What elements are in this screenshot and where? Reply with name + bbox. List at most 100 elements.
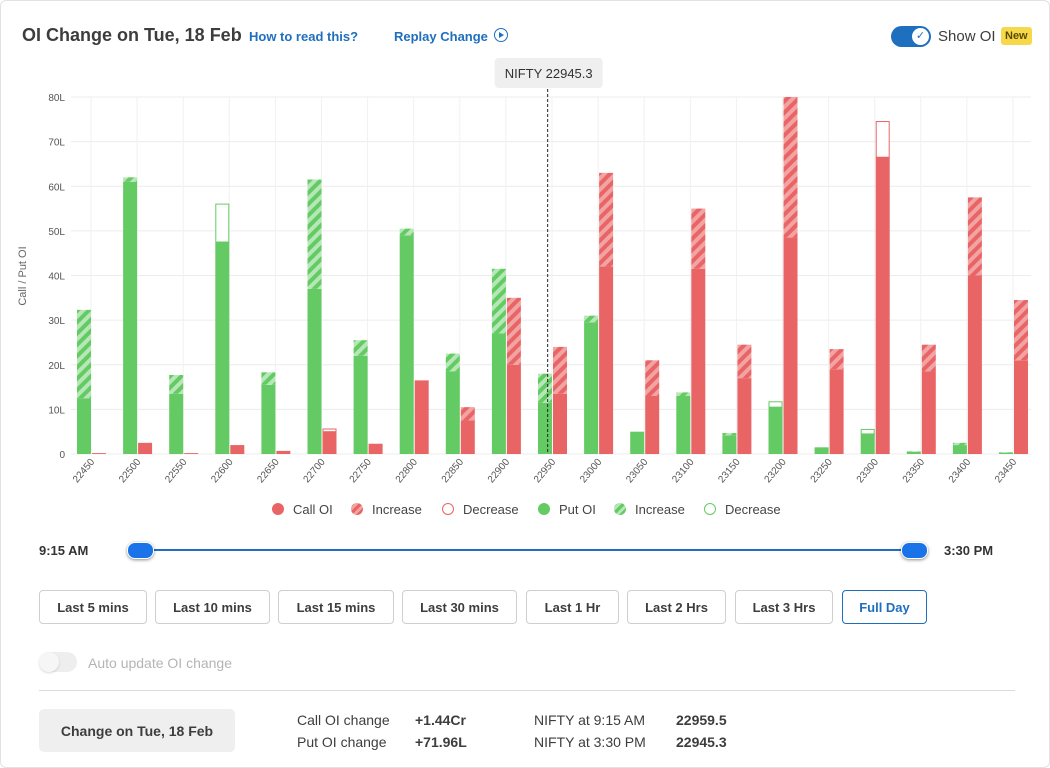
put-oi-bar[interactable] [538, 402, 552, 454]
call-oi-bar[interactable] [506, 364, 521, 454]
x-tick-label: 23200 [762, 457, 789, 486]
put-oi-bar[interactable] [768, 407, 783, 454]
call-increase-bar[interactable] [921, 344, 936, 372]
put-oi-bar[interactable] [77, 398, 91, 454]
put-increase-bar[interactable] [676, 392, 691, 396]
put-oi-bar[interactable] [169, 393, 184, 454]
last-5-mins-button[interactable]: Last 5 mins [39, 590, 147, 624]
put-oi-bar[interactable] [307, 288, 322, 454]
call-increase-bar[interactable] [691, 208, 706, 269]
call-oi-bar[interactable] [737, 378, 752, 454]
put-increase-bar[interactable] [952, 442, 967, 446]
call-oi-bar[interactable] [230, 445, 245, 454]
x-tick-label: 22650 [255, 457, 282, 486]
x-tick-label: 23350 [901, 457, 928, 486]
call-increase-bar[interactable] [783, 97, 798, 238]
put-oi-bar[interactable] [399, 235, 414, 454]
call-oi-bar[interactable] [691, 268, 706, 454]
y-tick-label: 0 [59, 450, 65, 461]
put-increase-bar[interactable] [722, 433, 737, 436]
put-increase-bar[interactable] [123, 177, 138, 182]
put-increase-bar[interactable] [353, 340, 368, 356]
play-circle-icon[interactable] [494, 28, 508, 42]
call-oi-bar[interactable] [460, 420, 475, 454]
call-increase-bar[interactable] [967, 197, 982, 276]
put-decrease-bar[interactable] [768, 401, 783, 408]
call-oi-bar[interactable] [368, 443, 383, 454]
put-oi-change-label: Put OI change [297, 734, 387, 750]
put-oi-bar[interactable] [630, 431, 645, 454]
call-increase-bar[interactable] [1014, 300, 1028, 361]
put-increase-bar[interactable] [584, 315, 599, 323]
y-tick-label: 30L [48, 316, 65, 327]
call-oi-bar[interactable] [553, 393, 567, 454]
put-increase-bar[interactable] [261, 372, 276, 385]
put-oi-bar[interactable] [860, 433, 875, 454]
change-date-button[interactable]: Change on Tue, 18 Feb [39, 709, 235, 752]
call-increase-bar[interactable] [460, 407, 475, 421]
put-decrease-bar[interactable] [215, 203, 230, 243]
call-oi-bar[interactable] [1014, 360, 1028, 454]
put-increase-bar[interactable] [491, 268, 506, 334]
call-oi-bar[interactable] [921, 371, 936, 454]
call-decrease-bar[interactable] [875, 121, 890, 158]
last-30-mins-button[interactable]: Last 30 mins [402, 590, 517, 624]
range-end-handle[interactable] [901, 542, 928, 559]
put-oi-bar[interactable] [445, 371, 460, 454]
put-increase-bar[interactable] [399, 228, 414, 236]
put-oi-bar[interactable] [722, 435, 737, 454]
call-increase-bar[interactable] [506, 297, 521, 365]
x-tick-label: 22450 [71, 457, 98, 486]
how-to-read-link[interactable]: How to read this? [249, 29, 359, 44]
page-title: OI Change on Tue, 18 Feb [22, 25, 242, 45]
last-10-mins-button[interactable]: Last 10 mins [155, 590, 270, 624]
x-tick-label: 22500 [117, 457, 144, 486]
call-decrease-bar[interactable] [322, 428, 337, 433]
call-increase-bar[interactable] [599, 172, 614, 267]
put-oi-bar[interactable] [952, 445, 967, 454]
put-oi-bar[interactable] [123, 181, 138, 454]
put-oi-bar[interactable] [999, 452, 1013, 454]
call-oi-bar[interactable] [414, 380, 429, 454]
call-oi-bar[interactable] [184, 453, 199, 454]
put-oi-bar[interactable] [215, 242, 230, 454]
call-oi-bar[interactable] [599, 266, 614, 454]
full-day-button[interactable]: Full Day [842, 590, 927, 624]
x-tick-label: 22850 [440, 457, 467, 486]
call-oi-bar[interactable] [645, 395, 660, 454]
call-oi-bar[interactable] [829, 369, 844, 454]
call-increase-bar[interactable] [829, 349, 844, 370]
put-increase-bar[interactable] [445, 353, 460, 372]
call-oi-bar[interactable] [967, 275, 982, 455]
last-3-hrs-button[interactable]: Last 3 Hrs [735, 590, 833, 624]
replay-change-link[interactable]: Replay Change [394, 29, 488, 44]
call-oi-bar[interactable] [322, 431, 337, 454]
put-oi-bar[interactable] [814, 447, 829, 454]
call-oi-bar[interactable] [783, 237, 798, 454]
time-range-track[interactable] [140, 549, 914, 551]
call-oi-bar[interactable] [276, 450, 291, 454]
put-oi-bar[interactable] [676, 395, 691, 454]
put-decrease-bar[interactable] [860, 428, 875, 435]
call-oi-bar[interactable] [92, 453, 106, 454]
range-start-handle[interactable] [127, 542, 154, 559]
put-oi-bar[interactable] [353, 355, 368, 454]
last-1-hr-button[interactable]: Last 1 Hr [526, 590, 619, 624]
put-increase-bar[interactable] [538, 373, 552, 403]
auto-update-toggle[interactable] [39, 652, 77, 672]
call-increase-bar[interactable] [737, 344, 752, 379]
put-oi-bar[interactable] [261, 384, 276, 454]
put-oi-bar[interactable] [584, 322, 599, 454]
show-oi-toggle[interactable]: ✓ [891, 26, 931, 47]
call-increase-bar[interactable] [645, 360, 660, 396]
last-2-hrs-button[interactable]: Last 2 Hrs [627, 590, 726, 624]
put-oi-bar[interactable] [491, 333, 506, 454]
call-increase-bar[interactable] [553, 346, 567, 394]
put-increase-bar[interactable] [77, 309, 91, 399]
put-increase-bar[interactable] [307, 179, 322, 289]
call-oi-bar[interactable] [875, 157, 890, 454]
call-oi-bar[interactable] [138, 442, 153, 454]
put-increase-bar[interactable] [169, 375, 184, 394]
last-15-mins-button[interactable]: Last 15 mins [278, 590, 394, 624]
put-oi-bar[interactable] [906, 451, 921, 454]
